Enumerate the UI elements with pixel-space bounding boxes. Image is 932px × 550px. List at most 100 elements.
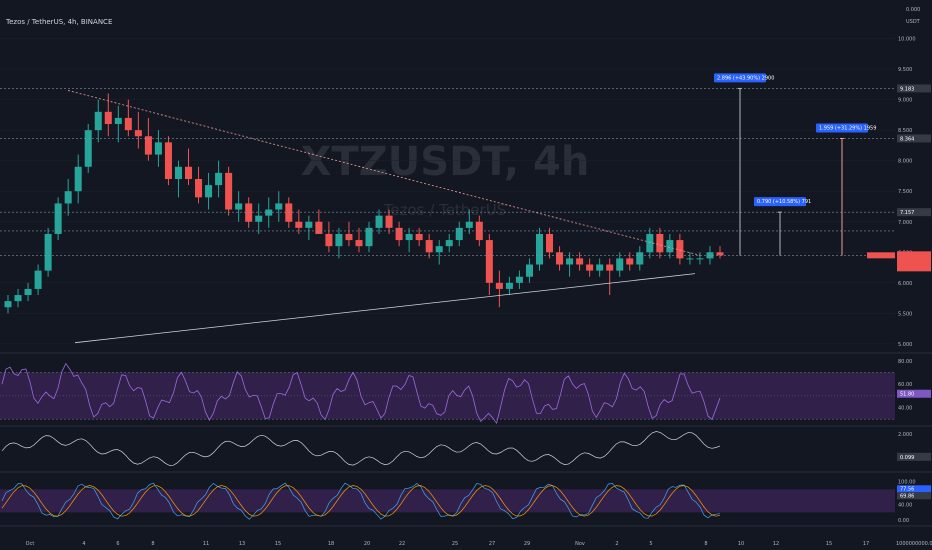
- stoch-d-line: [1, 485, 721, 517]
- candle-body: [525, 264, 533, 277]
- time-tick-label: Oct: [26, 541, 35, 547]
- candle-body: [696, 258, 704, 260]
- candle-body: [164, 142, 172, 179]
- price-level-label: 8.364: [900, 136, 914, 142]
- current-price-pill: [867, 252, 895, 259]
- candle-body: [425, 240, 433, 253]
- candle-body: [626, 258, 634, 265]
- candle-body: [716, 252, 724, 256]
- price-unit-label: USDT: [906, 19, 921, 25]
- candle-body: [94, 111, 102, 131]
- measure-badge: [816, 123, 868, 133]
- price-axis-background: [895, 0, 932, 550]
- measure-badge: [754, 197, 806, 207]
- descending-trendline: [67, 90, 701, 256]
- candle-body: [14, 295, 22, 302]
- price-tick-label: 7.500: [898, 189, 912, 195]
- rsi-current-badge: [897, 389, 931, 398]
- candle-body: [124, 117, 132, 131]
- measure-badge: [714, 73, 766, 83]
- candle-body: [546, 233, 554, 253]
- candle-body: [495, 282, 503, 289]
- price-tick-label: 7.000: [898, 220, 912, 226]
- candle-body: [34, 270, 42, 289]
- time-tick-label: 10: [738, 541, 744, 547]
- candle-body: [465, 221, 473, 228]
- candle-body: [345, 233, 353, 241]
- candle-body: [375, 215, 383, 228]
- candle-body: [225, 172, 233, 210]
- time-tick-label: 6: [116, 541, 119, 547]
- candle-body: [455, 227, 463, 241]
- candle-body: [556, 252, 564, 265]
- stoch-k-line: [1, 482, 721, 520]
- candle-body: [656, 233, 664, 253]
- candle-body: [335, 233, 343, 247]
- stoch-d-label: 69.86: [900, 493, 914, 499]
- candle-body: [195, 179, 203, 198]
- candle-body: [445, 240, 453, 247]
- time-tick-label: 15: [826, 541, 832, 547]
- time-tick-label: 13: [239, 541, 245, 547]
- rsi-current-label: 51.80: [900, 392, 914, 398]
- price-level-label: 7.157: [900, 210, 914, 216]
- oscillator-line: [1, 431, 721, 466]
- time-tick-label: 17: [863, 541, 869, 547]
- candle-body: [485, 240, 493, 283]
- candle-body: [325, 233, 333, 247]
- candle-body: [576, 258, 584, 265]
- time-tick-label: 20: [364, 541, 370, 547]
- oscillator-tick-label: 2.000: [898, 432, 912, 438]
- candle-body: [606, 264, 614, 271]
- measure-label: 2.896 (+43.90%) 2900: [717, 75, 774, 81]
- price-level-badge: [897, 84, 931, 93]
- candle-body: [475, 221, 483, 241]
- price-tick-label: 6.000: [898, 281, 912, 287]
- rsi-tick-label: 80.00: [898, 359, 912, 365]
- measure-label: 1.959 (+31.29%) 1959: [819, 125, 876, 131]
- time-tick-label: 8: [704, 541, 707, 547]
- price-tick-label: 9.000: [898, 98, 912, 104]
- candle-body: [154, 142, 162, 155]
- time-tick-label: 11: [203, 541, 209, 547]
- candle-body: [636, 252, 644, 265]
- current-price-badge: [897, 251, 931, 272]
- time-tick-label: 27: [489, 541, 495, 547]
- time-tick-label: Nov: [575, 541, 585, 547]
- candle-body: [355, 240, 363, 247]
- candle-body: [385, 215, 393, 228]
- rsi-line: [1, 362, 721, 425]
- rsi-tick-label: 60.00: [898, 382, 912, 388]
- time-tick-label: 29: [524, 541, 530, 547]
- candle-body: [265, 209, 273, 216]
- price-tick-label: 10.000: [898, 37, 916, 43]
- stoch-k-badge: [897, 485, 931, 493]
- bottom-axis-label: 1000000000.00: [896, 541, 932, 547]
- watermark-symbol: XTZUSDT, 4h: [301, 139, 590, 185]
- candle-body: [255, 215, 263, 222]
- candle-body: [365, 227, 373, 247]
- stoch-k-label: 77.56: [900, 486, 914, 492]
- price-tick-label: 9.500: [898, 67, 912, 73]
- time-tick-label: 5: [649, 541, 652, 547]
- time-tick-label: 12: [773, 541, 779, 547]
- candle-body: [515, 276, 523, 283]
- candle-body: [84, 130, 92, 167]
- stoch-tick-label: 40.00: [898, 503, 912, 509]
- chart-header-title: Tezos / TetherUS, 4h, BINANCE: [6, 18, 113, 26]
- candle-body: [64, 191, 72, 204]
- time-tick-label: 8: [151, 541, 154, 547]
- candle-body: [134, 130, 142, 137]
- candle-body: [74, 166, 82, 192]
- candle-body: [104, 111, 112, 125]
- candle-body: [596, 264, 604, 271]
- candle-body: [666, 240, 674, 253]
- candle-body: [535, 233, 544, 265]
- candle-body: [174, 166, 182, 179]
- price-level-badge: [897, 208, 931, 217]
- price-level-badge: [897, 134, 931, 143]
- price-tick-label: 8.000: [898, 159, 912, 165]
- candle-body: [184, 166, 193, 179]
